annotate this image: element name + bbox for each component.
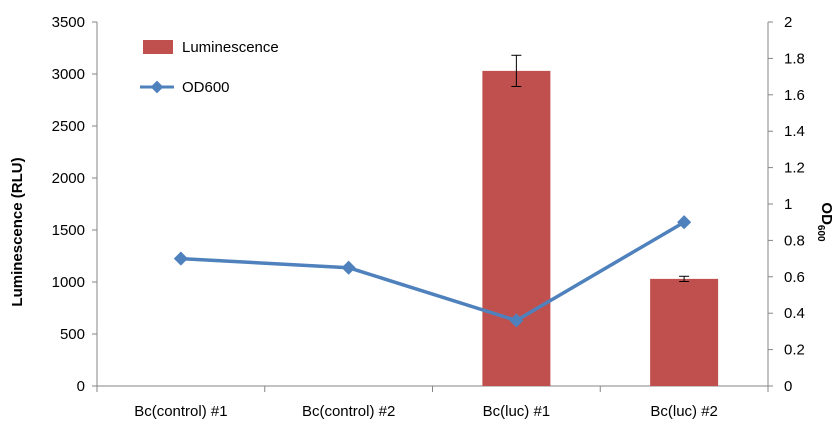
- y2-tick-label: 2: [784, 14, 792, 31]
- od600-point: [677, 215, 692, 230]
- y2-tick-label: 0.4: [784, 305, 805, 322]
- y2-tick-label: 0: [784, 378, 792, 395]
- od600-point: [173, 251, 188, 266]
- y2-tick-label: 0.2: [784, 342, 805, 359]
- legend-label-luminescence: Luminescence: [182, 39, 279, 56]
- error-bars: [511, 54, 690, 282]
- bar-luminescence: [482, 70, 551, 386]
- y-tick-label: 2000: [52, 170, 85, 187]
- od600-line: [173, 215, 692, 328]
- category-labels: Bc(control) #1 Bc(control) #2 Bc(luc) #1 Bc…: [134, 403, 718, 420]
- legend: Luminescence OD600: [140, 39, 279, 96]
- y-tick-label: 2500: [52, 118, 85, 135]
- x-category-label: Bc(control) #1: [134, 403, 227, 420]
- y2-tick-label: 1.8: [784, 50, 805, 67]
- y-tick-label: 3000: [52, 66, 85, 83]
- legend-marker-od600: [150, 80, 164, 94]
- axes: [92, 21, 773, 392]
- od600-point: [509, 313, 524, 328]
- tick-labels: 0 500 1000 1500 2000 2500 3000 3500 0 0.2 0.4 0.6 0.…: [52, 14, 805, 395]
- y2-tick-label: 1.2: [784, 160, 805, 177]
- y2-axis-title-sub: 600: [815, 225, 826, 242]
- y-axis-title: Luminescence (RLU): [9, 157, 26, 306]
- x-category-label: Bc(control) #2: [302, 403, 395, 420]
- y-tick-label: 1500: [52, 222, 85, 239]
- y2-tick-label: 0.6: [784, 269, 805, 286]
- x-category-label: Bc(luc) #2: [650, 403, 718, 420]
- x-category-label: Bc(luc) #1: [483, 403, 551, 420]
- legend-swatch-luminescence: [143, 40, 173, 54]
- y-tick-label: 3500: [52, 14, 85, 31]
- y2-axis-title-main: OD: [818, 202, 835, 225]
- y2-tick-label: 1.6: [784, 87, 805, 104]
- y2-axis-title: OD600: [815, 202, 835, 242]
- y2-tick-label: 1.4: [784, 123, 805, 140]
- y-tick-label: 500: [60, 326, 85, 343]
- legend-label-od600: OD600: [182, 79, 230, 96]
- y2-tick-label: 1: [784, 196, 792, 213]
- bars: [482, 70, 719, 386]
- bar-luminescence: [650, 278, 719, 386]
- y-tick-label: 0: [77, 378, 85, 395]
- y2-tick-label: 0.8: [784, 232, 805, 249]
- od600-point: [341, 260, 356, 275]
- od600-series-line: [180, 220, 686, 323]
- y-tick-label: 1000: [52, 274, 85, 291]
